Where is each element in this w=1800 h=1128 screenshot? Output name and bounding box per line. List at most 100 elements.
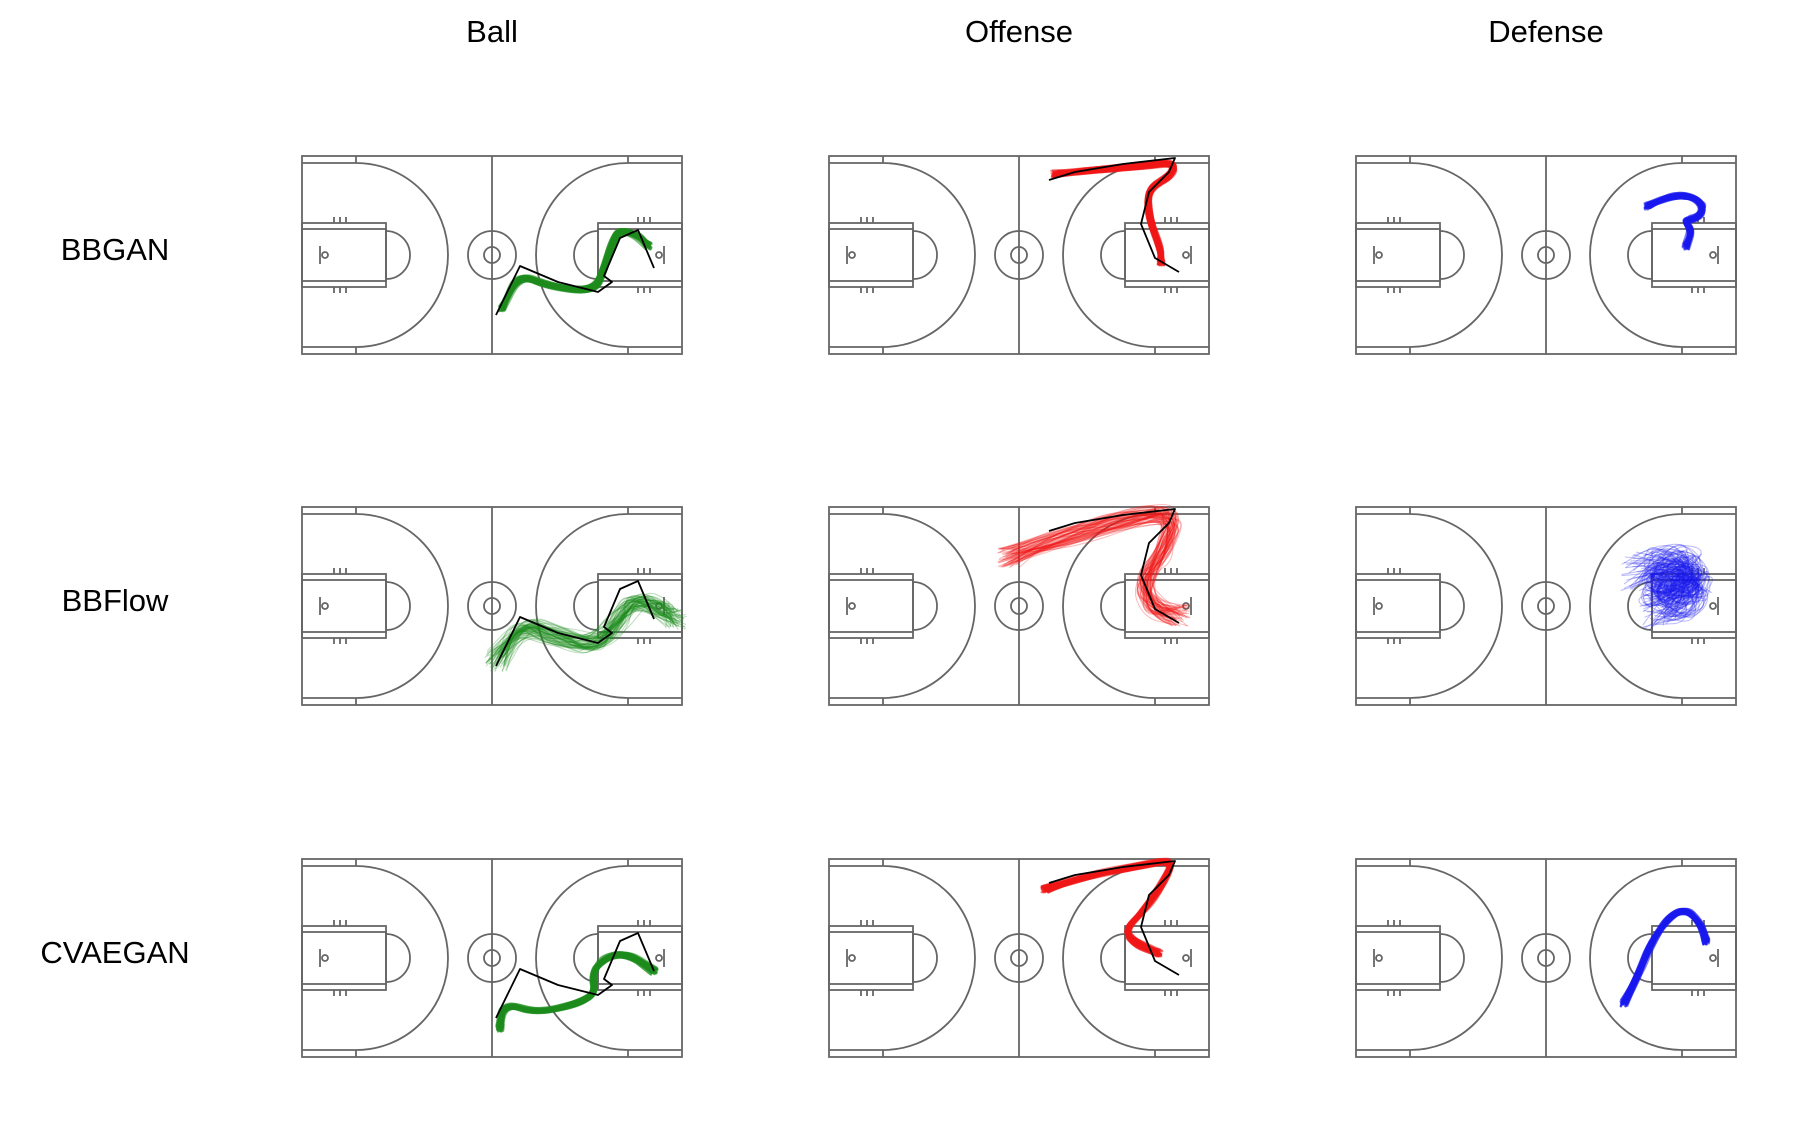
sample-trajectory	[1631, 544, 1700, 618]
sample-trajectory	[498, 603, 667, 655]
sample-trajectory	[500, 952, 656, 1031]
sample-trajectory	[1005, 514, 1190, 612]
sample-trajectory	[1640, 555, 1701, 622]
sample-trajectory	[1654, 548, 1688, 611]
sample-trajectory	[1000, 513, 1181, 611]
offense-sample-trajectories	[1050, 159, 1178, 267]
sample-trajectory	[497, 951, 656, 1033]
ground-truth-trajectory	[495, 580, 655, 667]
sample-trajectory	[498, 604, 672, 665]
sample-trajectory	[1651, 563, 1709, 601]
sample-trajectory	[1007, 521, 1190, 615]
sample-trajectory	[502, 600, 672, 667]
court-bbflow-defense	[1355, 506, 1737, 706]
sample-trajectory	[500, 228, 651, 312]
sample-trajectory	[502, 229, 651, 308]
sample-trajectory	[1649, 554, 1688, 615]
sample-trajectory	[506, 598, 677, 668]
sample-trajectory	[1010, 506, 1174, 626]
sample-trajectory	[488, 595, 684, 660]
sample-trajectory	[503, 596, 679, 658]
sample-trajectory	[997, 512, 1172, 614]
sample-trajectory	[490, 598, 677, 672]
sample-trajectory	[1002, 514, 1178, 626]
sample-trajectory	[1629, 551, 1705, 614]
sample-trajectory	[997, 508, 1179, 626]
sample-trajectory	[488, 599, 683, 665]
sample-trajectory	[1628, 553, 1702, 614]
sample-trajectory	[500, 953, 653, 1032]
court-bbgan-ball	[301, 155, 683, 355]
sample-trajectory	[500, 230, 651, 307]
sample-trajectory	[1654, 545, 1705, 611]
sample-trajectory	[485, 600, 671, 664]
sample-trajectory	[490, 605, 687, 652]
sample-trajectory	[1012, 516, 1191, 619]
sample-trajectory	[1054, 162, 1172, 260]
sample-trajectory	[1010, 514, 1175, 620]
court-lines	[1355, 506, 1737, 706]
sample-trajectory	[1000, 520, 1179, 627]
sample-trajectory	[499, 603, 676, 668]
court-lines	[301, 506, 683, 706]
sample-trajectory	[1626, 570, 1710, 615]
sample-trajectory	[1009, 517, 1182, 623]
sample-trajectory	[499, 955, 656, 1030]
sample-trajectory	[501, 593, 675, 672]
sample-trajectory	[500, 232, 647, 306]
sample-trajectory	[485, 605, 667, 664]
sample-trajectory	[1649, 550, 1708, 607]
sample-trajectory	[500, 229, 651, 312]
sample-trajectory	[506, 603, 675, 672]
ball-sample-trajectories	[495, 950, 659, 1033]
sample-trajectory	[500, 951, 654, 1027]
court-lines	[301, 155, 683, 355]
court-lines	[828, 506, 1210, 706]
sample-trajectory	[1633, 565, 1699, 610]
sample-trajectory	[1644, 544, 1698, 617]
sample-trajectory	[500, 953, 656, 1027]
sample-trajectory	[499, 952, 657, 1031]
sample-trajectory	[496, 955, 653, 1032]
sample-trajectory	[1633, 554, 1703, 613]
sample-trajectory	[502, 232, 653, 311]
defense-sample-trajectories	[1643, 191, 1707, 251]
sample-trajectory	[491, 601, 686, 665]
sample-trajectory	[497, 228, 647, 308]
court-cvaegan-defense	[1355, 858, 1737, 1058]
sample-trajectory	[1638, 552, 1692, 611]
sample-trajectory	[494, 596, 672, 665]
sample-trajectory	[1644, 563, 1702, 627]
sample-trajectory	[497, 598, 676, 668]
sample-trajectory	[1001, 511, 1185, 615]
sample-trajectory	[1004, 509, 1173, 618]
sample-trajectory	[1642, 555, 1697, 600]
sample-trajectory	[997, 514, 1178, 616]
sample-trajectory	[1005, 521, 1173, 614]
sample-trajectory	[493, 599, 672, 658]
sample-trajectory	[500, 950, 657, 1032]
court-lines	[828, 858, 1210, 1058]
sample-trajectory	[1643, 556, 1698, 592]
sample-trajectory	[502, 232, 647, 312]
sample-trajectory	[1624, 564, 1700, 622]
row-title-bbgan: BBGAN	[60, 232, 170, 267]
sample-trajectory	[999, 520, 1169, 612]
sample-trajectory	[1652, 546, 1701, 622]
row-title-bbflow: BBFlow	[61, 583, 169, 618]
sample-trajectory	[1620, 553, 1702, 613]
sample-trajectory	[1055, 163, 1174, 266]
sample-trajectory	[498, 228, 646, 313]
sample-trajectory	[1626, 560, 1700, 620]
sample-trajectory	[1625, 543, 1700, 615]
sample-trajectory	[501, 231, 650, 311]
sample-trajectory	[1621, 566, 1700, 616]
sample-trajectory	[1000, 511, 1171, 623]
sample-trajectory	[502, 229, 647, 309]
sample-trajectory	[501, 230, 652, 309]
sample-trajectory	[1018, 508, 1188, 619]
court-cvaegan-ball	[301, 858, 683, 1058]
sample-trajectory	[1006, 513, 1177, 627]
sample-trajectory	[1008, 514, 1179, 614]
sample-trajectory	[1056, 160, 1175, 267]
